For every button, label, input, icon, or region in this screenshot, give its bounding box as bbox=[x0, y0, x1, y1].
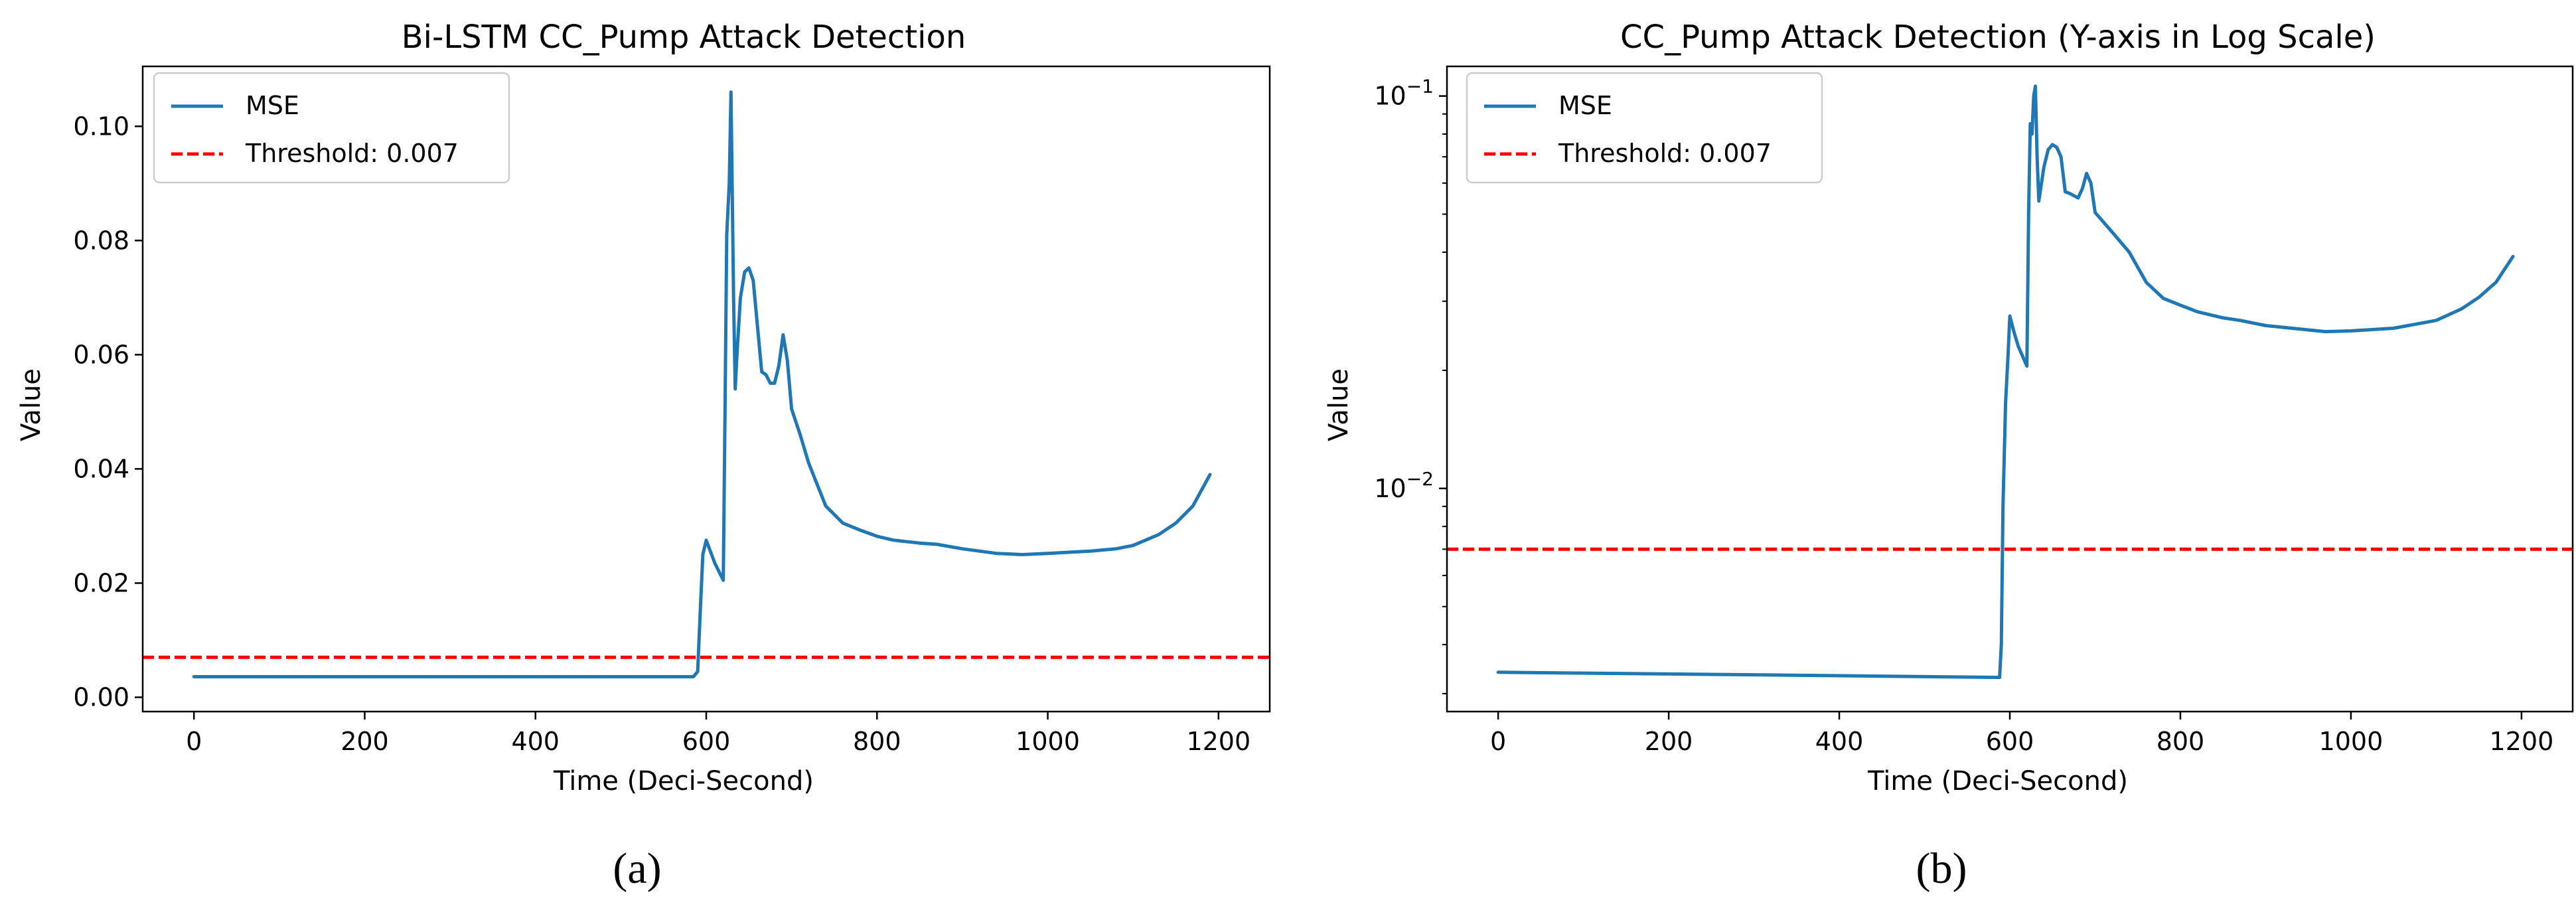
panel-a-title: Bi-LSTM CC_Pump Attack Detection bbox=[402, 19, 966, 56]
panel-b-x-axis-label: Time (Deci-Second) bbox=[1867, 766, 2128, 797]
panel-b-y-tick-label: 10−1 bbox=[1374, 76, 1434, 111]
panel-a-x-tick-label: 200 bbox=[341, 727, 389, 756]
panel-a-legend-box bbox=[153, 72, 510, 184]
panel-a-legend-threshold-label: Threshold: 0.007 bbox=[245, 139, 459, 168]
panel-a-y-tick-label: 0.02 bbox=[73, 568, 129, 597]
panel-a-x-tick-label: 600 bbox=[682, 727, 731, 756]
panel-a-y-tick-label: 0.06 bbox=[73, 340, 129, 369]
panel-a-linear-chart: Bi-LSTM CC_Pump Attack Detection 0 200 400… bbox=[16, 19, 1271, 893]
panel-a-x-tick-label: 0 bbox=[186, 727, 202, 756]
panel-a-plot-area: 0 200 400 600 800 1000 1200 0.00 0.02 0.04 0.06 0.0… bbox=[73, 65, 1271, 756]
panel-b-axes-frame bbox=[1446, 65, 2574, 713]
panel-a-x-tick-label: 800 bbox=[853, 727, 901, 756]
panel-a-legend-mse-label: MSE bbox=[246, 91, 299, 120]
panel-a-y-tick-label: 0.10 bbox=[73, 112, 129, 141]
panel-b-legend-threshold-label: Threshold: 0.007 bbox=[1558, 139, 1772, 168]
panel-a-x-tick-label: 1200 bbox=[1186, 727, 1250, 756]
panel-b-legend-box bbox=[1466, 72, 1823, 184]
panel-b-x-tick-label: 1000 bbox=[2319, 727, 2384, 756]
panel-b-x-tick-label: 800 bbox=[2157, 727, 2205, 756]
panel-b-y-axis-label: Value bbox=[1324, 368, 1354, 441]
panel-b-plot-area: 0 200 400 600 800 1000 1200 10−2 10−1 bbox=[1374, 65, 2574, 756]
panel-a-x-tick-label: 1000 bbox=[1016, 727, 1080, 756]
panel-a-y-tick-label: 0.04 bbox=[73, 454, 129, 483]
panel-b-x-tick-label: 0 bbox=[1490, 727, 1506, 756]
panel-a-y-tick-label: 0.08 bbox=[73, 226, 129, 255]
panel-a-x-axis-label: Time (Deci-Second) bbox=[553, 766, 814, 797]
panel-a-y-tick-label: 0.00 bbox=[73, 682, 129, 712]
panel-b-log-chart: CC_Pump Attack Detection (Y-axis in Log … bbox=[1324, 19, 2574, 893]
panel-b-y-tick-label: 10−2 bbox=[1374, 468, 1434, 503]
panel-a-axes-frame bbox=[141, 65, 1271, 713]
panel-a-y-axis-label: Value bbox=[16, 368, 46, 441]
panel-a-mse-line bbox=[192, 90, 1212, 678]
panel-a-x-tick-label: 400 bbox=[511, 727, 560, 756]
panel-b-mse-line bbox=[1496, 84, 2515, 679]
panel-b-x-tick-label: 600 bbox=[1986, 727, 2034, 756]
panel-b-x-tick-label: 400 bbox=[1815, 727, 1864, 756]
panel-b-legend-mse-label: MSE bbox=[1558, 91, 1612, 120]
panel-a-legend: MSE Threshold: 0.007 bbox=[153, 72, 510, 184]
panel-b-x-tick-label: 200 bbox=[1645, 727, 1693, 756]
panel-b-caption: (b) bbox=[1916, 844, 1967, 893]
panel-b-legend: MSE Threshold: 0.007 bbox=[1466, 72, 1823, 184]
panel-b-title: CC_Pump Attack Detection (Y-axis in Log … bbox=[1620, 19, 2376, 56]
panel-b-x-tick-label: 1200 bbox=[2490, 727, 2554, 756]
panel-a-caption: (a) bbox=[613, 844, 661, 893]
